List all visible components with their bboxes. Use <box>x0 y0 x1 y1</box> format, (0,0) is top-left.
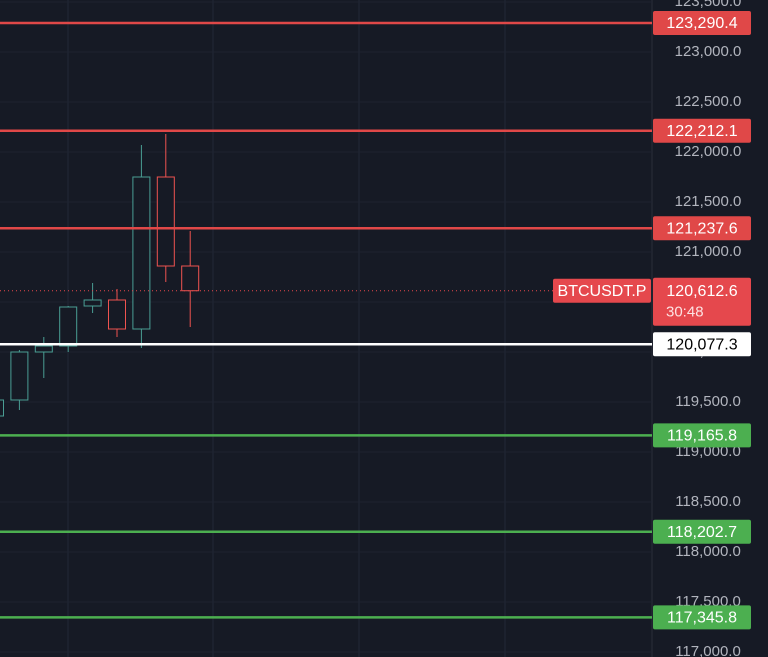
price-badge <box>653 277 751 326</box>
level-label: 117,345.8 <box>667 610 737 627</box>
y-tick-label: 122,000.0 <box>675 143 742 160</box>
y-tick-label: 123,000.0 <box>675 43 742 60</box>
y-tick-label: 119,500.0 <box>675 393 741 410</box>
candle-body <box>10 351 29 401</box>
price-label: 120,612.6 <box>666 283 737 300</box>
level-badge <box>653 216 751 241</box>
level-label: 121,237.6 <box>666 220 737 237</box>
candle-body <box>59 306 78 347</box>
y-tick-label: 118,000.0 <box>675 543 741 560</box>
level-badge <box>653 118 751 143</box>
candle-body <box>181 265 200 292</box>
candle-body <box>83 299 102 307</box>
level-badge <box>653 605 751 630</box>
y-tick-label: 123,500.0 <box>675 0 742 10</box>
level-badge <box>653 332 751 357</box>
level-badge <box>653 423 751 448</box>
candle-body <box>0 399 4 417</box>
y-tick-label: 121,500.0 <box>675 193 742 210</box>
y-tick-label: 122,500.0 <box>675 93 742 110</box>
symbol-label: BTCUSDT.P <box>558 283 647 300</box>
level-badge <box>653 519 751 544</box>
level-label: 118,202.7 <box>667 524 737 541</box>
level-label: 119,165.8 <box>667 428 737 445</box>
y-tick-label: 117,000.0 <box>675 643 741 657</box>
candle-body <box>108 299 126 330</box>
candle-body <box>132 176 151 330</box>
y-tick-label: 121,000.0 <box>675 243 742 260</box>
symbol-badge <box>553 278 651 303</box>
y-tick-label: 118,500.0 <box>675 493 741 510</box>
candle-body <box>34 345 53 353</box>
level-label: 123,290.4 <box>666 15 737 32</box>
level-badge <box>653 10 751 35</box>
candle-body <box>156 176 175 267</box>
level-label: 122,212.1 <box>666 123 737 140</box>
countdown-label: 30:48 <box>666 304 704 321</box>
vertical-grid <box>67 0 506 657</box>
level-label: 120,077.3 <box>666 336 737 353</box>
